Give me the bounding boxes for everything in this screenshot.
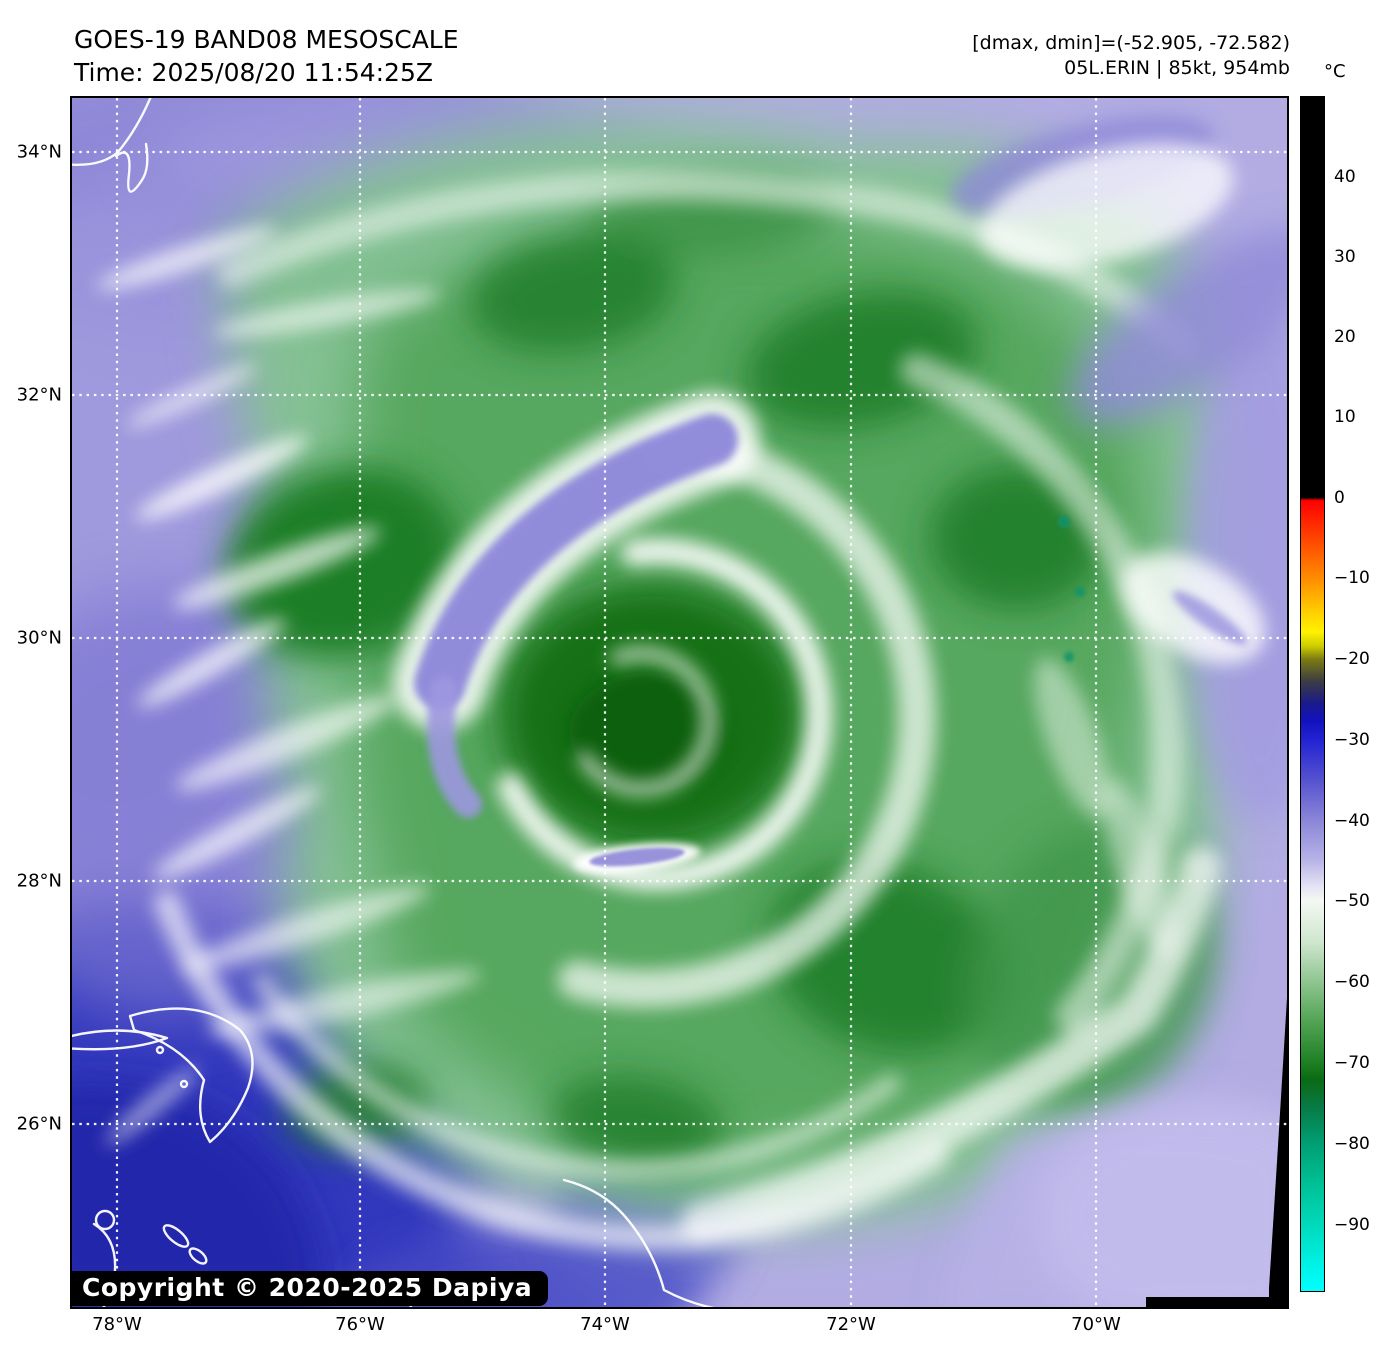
right-lavender-sliver [1172,590,1248,646]
satellite-image [72,98,1287,1307]
lon-label: 70°W [1071,1314,1121,1335]
island-eleuthera [562,1178,715,1307]
colorbar-tick: −30 [1334,730,1370,750]
colorbar-tick: 40 [1334,167,1356,187]
coastline-cape [114,142,149,193]
figure-title: GOES-19 BAND08 MESOSCALE [74,25,459,54]
island-cay [155,1045,165,1055]
colorbar-unit-label: °C [1324,61,1346,82]
overshoot-dots [1058,516,1085,662]
storm-center-core [569,673,725,793]
island-small [94,1209,116,1231]
temperature-colorbar [1300,96,1325,1292]
island-small [188,1247,208,1265]
lat-label: 32°N [16,384,62,406]
colorbar-tick: −90 [1334,1215,1370,1235]
lon-label: 78°W [92,1314,142,1335]
island-grand-bahama [72,1029,169,1051]
colorbar-tick: −50 [1334,891,1370,911]
island-cay [179,1079,189,1089]
island-abaco [128,1007,254,1144]
lon-label: 72°W [826,1314,876,1335]
colorbar-tick: −10 [1334,568,1370,588]
island-small [162,1224,190,1248]
lat-label: 28°N [16,870,62,892]
copyright-badge: Copyright © 2020-2025 Dapiya [72,1271,549,1306]
colorbar-tick: −70 [1334,1053,1370,1073]
colorbar-tick: 10 [1334,407,1356,427]
coastlines [72,98,715,1307]
figure-timestamp: Time: 2025/08/20 11:54:25Z [74,58,433,87]
colorbar-tick: 20 [1334,327,1356,347]
cold-cores [225,175,1218,1171]
cloud-filaments [96,226,481,1146]
colorbar-tick: −60 [1334,972,1370,992]
colorbar-tick: −40 [1334,811,1370,831]
gridlines [72,98,1287,1307]
colorbar-tick: 0 [1334,488,1345,508]
dmax-dmin-annotation: [dmax, dmin]=(-52.905, -72.582) [972,32,1290,54]
right-lavender-region [945,115,1287,1307]
lon-label: 74°W [580,1314,630,1335]
colorbar-tick: −80 [1334,1134,1370,1154]
storm-info-annotation: 05L.ERIN | 85kt, 954mb [1064,57,1290,79]
colorbar-tick: 30 [1334,247,1356,267]
lat-label: 30°N [16,627,62,649]
figure-annotations: [dmax, dmin]=(-52.905, -72.582) 05L.ERIN… [972,31,1290,81]
colorbar-tick: −20 [1334,649,1370,669]
lon-label: 76°W [335,1314,385,1335]
lat-label: 26°N [16,1113,62,1135]
scan-edge-mask [1146,998,1287,1307]
lat-label: 34°N [16,141,62,163]
map-panel: Copyright © 2020-2025 Dapiya [70,96,1289,1309]
